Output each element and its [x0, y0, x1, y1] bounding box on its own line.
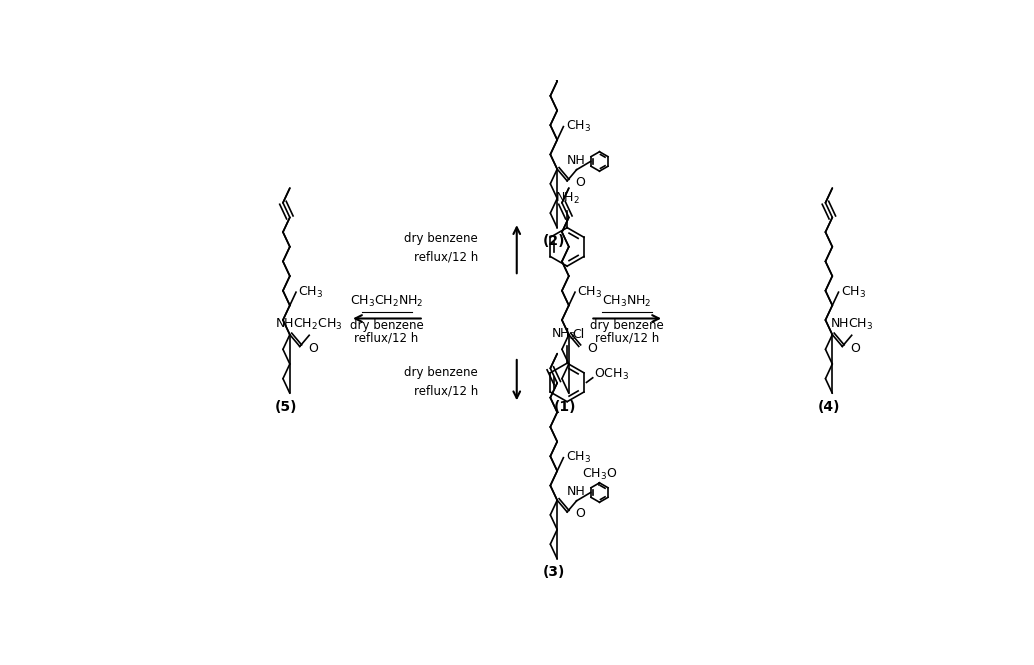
Text: (3): (3) — [543, 565, 565, 579]
Text: (4): (4) — [818, 400, 841, 414]
Text: (2): (2) — [543, 234, 565, 248]
Text: reflux/12 h: reflux/12 h — [355, 332, 419, 344]
Text: dry benzene: dry benzene — [590, 319, 664, 331]
Text: dry benzene
reflux/12 h: dry benzene reflux/12 h — [404, 366, 478, 398]
Text: O: O — [308, 342, 317, 354]
Text: NHCH$_2$CH$_3$: NHCH$_2$CH$_3$ — [275, 317, 343, 332]
Text: NHCH$_3$: NHCH$_3$ — [830, 317, 874, 332]
Text: dry benzene
reflux/12 h: dry benzene reflux/12 h — [404, 231, 478, 263]
Text: (1): (1) — [554, 400, 577, 414]
Text: CH$_3$O: CH$_3$O — [582, 467, 617, 482]
Text: O: O — [587, 342, 597, 354]
Text: CH$_3$: CH$_3$ — [299, 285, 324, 300]
Text: OCH$_3$: OCH$_3$ — [595, 367, 630, 382]
Text: NH$_2$: NH$_2$ — [554, 191, 580, 206]
Text: CH$_3$: CH$_3$ — [841, 285, 865, 300]
Text: (5): (5) — [275, 400, 298, 414]
Text: CH$_3$: CH$_3$ — [577, 285, 603, 300]
Text: reflux/12 h: reflux/12 h — [595, 332, 659, 344]
Text: CH$_3$: CH$_3$ — [566, 450, 590, 466]
Text: NH: NH — [568, 154, 586, 166]
Text: CH$_3$CH$_2$NH$_2$: CH$_3$CH$_2$NH$_2$ — [349, 294, 423, 309]
Text: Cl: Cl — [573, 328, 585, 340]
Text: NH: NH — [568, 485, 586, 497]
Text: dry benzene: dry benzene — [349, 319, 424, 331]
Text: O: O — [575, 507, 585, 520]
Text: CH$_3$: CH$_3$ — [566, 119, 590, 134]
Text: O: O — [850, 342, 860, 354]
Text: CH$_3$NH$_2$: CH$_3$NH$_2$ — [602, 294, 651, 309]
Text: O: O — [575, 176, 585, 189]
Text: NH$_2$: NH$_2$ — [551, 327, 576, 342]
